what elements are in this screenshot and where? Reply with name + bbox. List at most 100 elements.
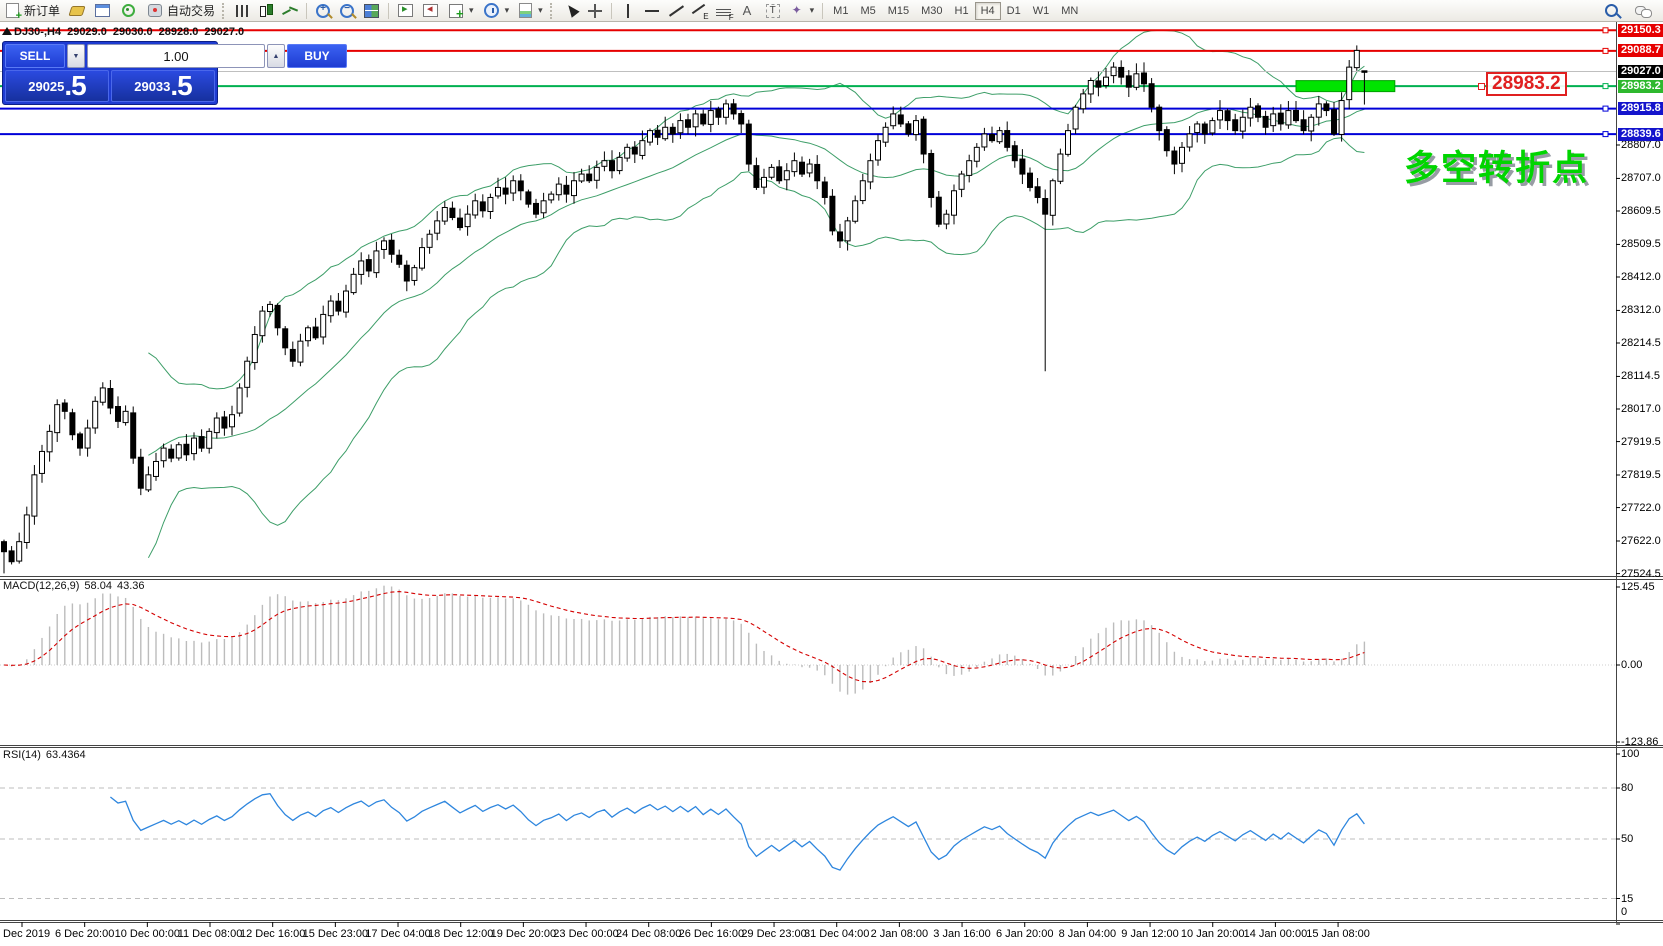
time-axis-label: 6 Dec 20:00 — [54, 928, 115, 940]
text-label-button[interactable] — [760, 2, 786, 20]
time-axis-label: 6 Jan 20:00 — [995, 928, 1054, 940]
price-axis-label: 28412.0 — [1621, 271, 1661, 283]
timeframe-button-m15[interactable]: M15 — [882, 2, 915, 20]
arrows-button[interactable]: ▾ — [786, 2, 819, 20]
time-axis-label: 3 Jan 16:00 — [933, 928, 991, 940]
time-axis-label: 23 Dec 00:00 — [553, 928, 619, 940]
crosshair-button[interactable] — [583, 2, 607, 20]
chart-ohlc-header: DJ30-,H4 29029.0 29030.0 28928.0 29027.0 — [14, 26, 244, 38]
toolbar-grip — [222, 2, 228, 19]
price-axis-label: 28017.0 — [1621, 403, 1661, 415]
timeframe-button-m5[interactable]: M5 — [854, 2, 881, 20]
price-axis-label: 28114.5 — [1621, 370, 1660, 382]
volume-input[interactable] — [87, 44, 265, 68]
vertical-line-button[interactable] — [616, 2, 640, 20]
toolbar-separator — [610, 2, 612, 19]
zoom-out-button[interactable]: − — [335, 2, 359, 20]
buy-price-button[interactable]: 29033.5 — [111, 70, 215, 102]
zoom-in-icon: + — [316, 3, 331, 18]
comments-button[interactable] — [1631, 2, 1655, 20]
templates-button[interactable]: ▾ — [513, 2, 547, 20]
trade-panel-toggle-icon[interactable] — [2, 27, 12, 35]
timeframe-button-h4[interactable]: H4 — [974, 1, 1001, 20]
bar-chart-button[interactable] — [231, 2, 254, 20]
text-button[interactable] — [736, 2, 760, 20]
new-order-icon — [6, 3, 22, 22]
time-axis-label: 2 Jan 08:00 — [870, 928, 929, 940]
volume-decrease-button[interactable]: ▼ — [67, 44, 85, 68]
open-value: 29029.0 — [67, 26, 107, 38]
timeframe-button-d1[interactable]: D1 — [1001, 2, 1027, 20]
horizontal-line-button[interactable] — [640, 2, 664, 20]
buy-button[interactable]: BUY — [287, 44, 347, 68]
time-axis-label: 24 Dec 08:00 — [615, 928, 682, 940]
line-chart-button[interactable] — [278, 2, 302, 20]
autotrading-icon — [148, 4, 163, 17]
sell-button[interactable]: SELL — [5, 44, 65, 68]
candlestick-button[interactable] — [254, 2, 278, 20]
channel-button[interactable] — [688, 2, 712, 21]
chat-icon — [1635, 3, 1652, 19]
price-tag-handle — [1478, 83, 1485, 90]
time-axis-label: 5 Dec 2019 — [0, 928, 51, 940]
periods-button[interactable]: ▾ — [478, 2, 514, 20]
autoscroll-button[interactable] — [393, 2, 418, 20]
price-level-badge: 28839.6 — [1618, 128, 1663, 141]
line-chart-icon — [282, 3, 298, 19]
time-axis-label: 19 Dec 20:00 — [490, 928, 557, 940]
time-axis-label: 8 Jan 04:00 — [1058, 928, 1117, 940]
price-level-badge: 29027.0 — [1618, 65, 1663, 78]
trendline-button[interactable] — [664, 2, 688, 20]
indicators-button[interactable]: ▾ — [443, 2, 478, 21]
new-order-button[interactable]: 新订单 — [0, 2, 64, 22]
sell-price-button[interactable]: 29025.5 — [5, 70, 109, 102]
signals-button[interactable] — [115, 2, 142, 20]
text-icon — [740, 3, 756, 19]
turning-point-annotation: 多空转折点 — [1404, 149, 1590, 188]
chevron-down-icon: ▾ — [809, 5, 815, 15]
clock-icon — [483, 3, 499, 18]
horizontal-line-icon — [644, 3, 660, 19]
toolbar-separator — [822, 2, 824, 19]
timeframe-button-mn[interactable]: MN — [1055, 2, 1084, 20]
tile-windows-icon — [364, 3, 380, 18]
price-axis-label: 27919.5 — [1621, 436, 1661, 448]
macd-indicator-label: MACD(12,26,9) 58.04 43.36 — [3, 580, 144, 592]
chart-shift-button[interactable] — [418, 2, 443, 20]
cursor-button[interactable] — [559, 2, 583, 20]
search-button[interactable] — [1600, 2, 1623, 20]
time-axis-label: 10 Jan 20:00 — [1180, 928, 1245, 940]
chart-window-button[interactable] — [90, 2, 115, 20]
macd-name: MACD(12,26,9) — [3, 580, 80, 592]
chevron-down-icon: ▾ — [504, 5, 510, 15]
tile-windows-button[interactable] — [359, 2, 384, 20]
price-axis-label: 28312.0 — [1621, 304, 1661, 316]
timeframe-button-m30[interactable]: M30 — [915, 2, 948, 20]
time-axis-label: 18 Dec 12:00 — [427, 928, 494, 940]
volume-increase-button[interactable]: ▲ — [267, 44, 285, 68]
toolbar: 新订单 自动交易 + − ▾ ▾ ▾ ▾ M1M5M15M30H1H4D1W1M… — [0, 0, 1663, 22]
time-axis-label: 17 Dec 04:00 — [365, 928, 431, 940]
time-axis-label: 15 Dec 23:00 — [302, 928, 369, 940]
chevron-down-icon: ▾ — [469, 5, 474, 15]
timeframe-button-h1[interactable]: H1 — [949, 2, 975, 20]
price-axis-label: 28807.0 — [1621, 139, 1661, 151]
autotrading-button[interactable]: 自动交易 — [142, 2, 219, 20]
eraser-button[interactable] — [64, 2, 90, 20]
price-axis-label: 28609.5 — [1621, 205, 1661, 217]
timeframe-group: M1 M5 M15 M30 H1 H4 D1 W1 MN — [827, 1, 1084, 20]
rsi-indicator-label: RSI(14) 63.4364 — [3, 749, 86, 761]
price-axis-label: 27722.0 — [1621, 502, 1661, 514]
price-level-badge: 28983.2 — [1618, 80, 1663, 93]
trendline-icon — [668, 3, 684, 19]
zoom-in-button[interactable]: + — [311, 2, 335, 20]
timeframe-button-m1[interactable]: M1 — [827, 2, 854, 20]
timeframe-button-w1[interactable]: W1 — [1027, 2, 1056, 20]
price-level-badge: 29088.7 — [1618, 44, 1663, 57]
time-axis-label: 31 Dec 04:00 — [803, 928, 870, 940]
price-tag-label[interactable]: 28983.2 — [1486, 72, 1567, 96]
rsi-axis-label: 50 — [1621, 833, 1634, 845]
fibonacci-button[interactable] — [712, 2, 736, 22]
